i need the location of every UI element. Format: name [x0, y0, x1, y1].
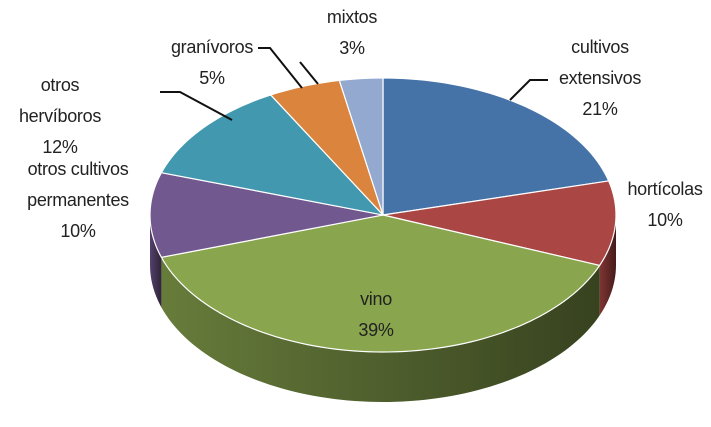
category-label: otros hervíboros — [18, 75, 102, 126]
slice — [270, 79, 384, 216]
category-label: mixtos — [326, 7, 378, 27]
value-label: 5% — [199, 68, 225, 88]
slice-label: vino 39% — [358, 284, 393, 346]
category-label: granívoros — [170, 37, 254, 57]
slice-label: mixtos 3% — [326, 2, 378, 64]
value-label: 10% — [647, 210, 683, 230]
value-label: 39% — [358, 320, 394, 340]
slice-top — [382, 77, 610, 216]
category-label: hortícolas — [627, 179, 703, 199]
value-label: 12% — [42, 137, 78, 157]
leader-lines — [160, 47, 548, 121]
slice — [160, 94, 384, 216]
leader-line — [509, 79, 548, 101]
category-label: cultivos extensivos — [558, 37, 642, 88]
category-label: vino — [360, 289, 392, 309]
slice — [149, 172, 384, 308]
slice-label: hortícolas 10% — [627, 174, 702, 236]
slice — [160, 214, 601, 402]
slice-wall — [161, 257, 600, 402]
value-label: 21% — [582, 99, 618, 119]
slice-label: granívoros 5% — [171, 32, 253, 94]
value-label: 10% — [60, 221, 96, 241]
slice — [382, 77, 610, 216]
category-label: otros cultivos permanentes — [27, 159, 129, 210]
slice-top — [160, 94, 384, 216]
slice-label: cultivos extensivos 21% — [559, 32, 641, 125]
slice — [338, 77, 384, 216]
leader-line — [258, 47, 303, 89]
slice-top — [149, 172, 384, 258]
slice-top — [270, 79, 384, 216]
pie — [149, 77, 617, 402]
value-label: 3% — [339, 38, 365, 58]
leader-line — [160, 91, 233, 121]
slice-top — [382, 180, 617, 267]
slice-wall — [599, 215, 616, 316]
slice-label: otros hervíboros 12% — [19, 70, 101, 163]
slice-top — [338, 77, 384, 216]
slice-label: otros cultivos permanentes 10% — [27, 154, 129, 247]
slice-top — [160, 214, 601, 353]
slice — [382, 180, 617, 316]
leader-line — [299, 61, 319, 85]
